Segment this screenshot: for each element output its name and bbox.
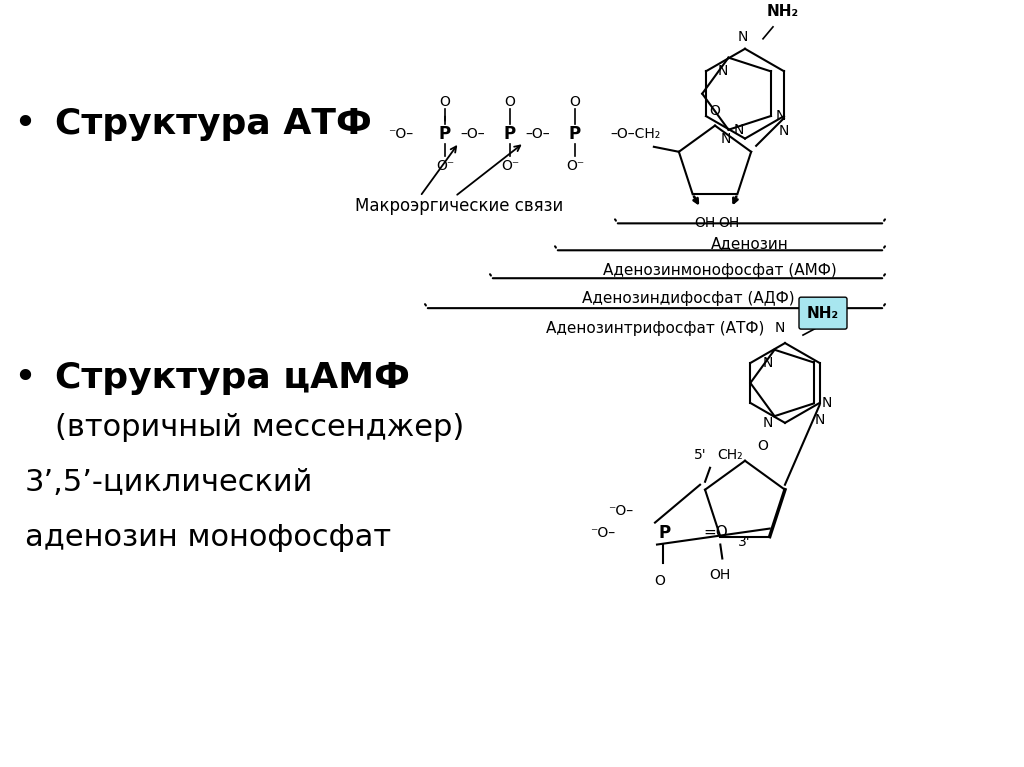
Text: •: •	[13, 359, 37, 397]
Text: –O–: –O–	[525, 127, 550, 140]
Text: ⁻O–: ⁻O–	[590, 525, 615, 540]
Text: P: P	[504, 124, 516, 143]
Text: •: •	[13, 104, 37, 143]
Text: NH₂: NH₂	[767, 4, 799, 19]
Text: O: O	[569, 94, 581, 109]
Text: O⁻: O⁻	[501, 159, 519, 173]
Text: N: N	[721, 132, 731, 146]
Text: OH: OH	[719, 216, 740, 230]
Text: N: N	[776, 109, 786, 123]
Text: N: N	[763, 416, 773, 430]
Text: P: P	[658, 524, 671, 542]
FancyBboxPatch shape	[799, 297, 847, 329]
Text: P: P	[569, 124, 581, 143]
Text: Аденозинтрифосфат (АТФ): Аденозинтрифосфат (АТФ)	[546, 321, 764, 336]
Text: Аденозинмонофосфат (АМФ): Аденозинмонофосфат (АМФ)	[603, 263, 837, 278]
Text: O: O	[654, 574, 666, 588]
Text: 3’,5’-циклический: 3’,5’-циклический	[25, 468, 313, 497]
Text: 5': 5'	[693, 448, 707, 462]
Text: N: N	[779, 124, 790, 138]
Text: ⁻O–: ⁻O–	[608, 504, 633, 518]
Text: O⁻: O⁻	[436, 159, 454, 173]
Text: NH₂: NH₂	[807, 305, 839, 321]
Text: OH: OH	[710, 568, 731, 582]
Text: N: N	[733, 123, 743, 137]
Text: (вторичный мессенджер): (вторичный мессенджер)	[55, 413, 464, 443]
Text: =O: =O	[703, 525, 728, 540]
Text: Аденозиндифосфат (АДФ): Аденозиндифосфат (АДФ)	[582, 291, 795, 306]
Text: 3': 3'	[738, 535, 751, 548]
Text: –O–CH₂: –O–CH₂	[610, 127, 660, 140]
Text: ⁻O–: ⁻O–	[388, 127, 413, 140]
Text: N: N	[775, 321, 785, 335]
Text: N: N	[814, 413, 824, 427]
Text: O: O	[505, 94, 515, 109]
Text: N: N	[718, 64, 728, 78]
Text: N: N	[762, 356, 773, 370]
Text: CH₂: CH₂	[717, 448, 742, 462]
Text: O: O	[439, 94, 451, 109]
Text: N: N	[738, 30, 749, 44]
Text: P: P	[439, 124, 451, 143]
Text: Структура АТФ: Структура АТФ	[55, 107, 372, 140]
Text: O: O	[710, 104, 721, 117]
Text: Структура цАМФ: Структура цАМФ	[55, 361, 410, 395]
Text: OH: OH	[694, 216, 716, 230]
Text: Макроэргические связи: Макроэргические связи	[355, 197, 563, 216]
Text: O: O	[757, 439, 768, 453]
Text: O⁻: O⁻	[566, 159, 584, 173]
Text: Аденозин: Аденозин	[711, 236, 788, 252]
Text: аденозин монофосфат: аденозин монофосфат	[25, 523, 391, 552]
Text: N: N	[821, 397, 833, 410]
Text: –O–: –O–	[461, 127, 485, 140]
